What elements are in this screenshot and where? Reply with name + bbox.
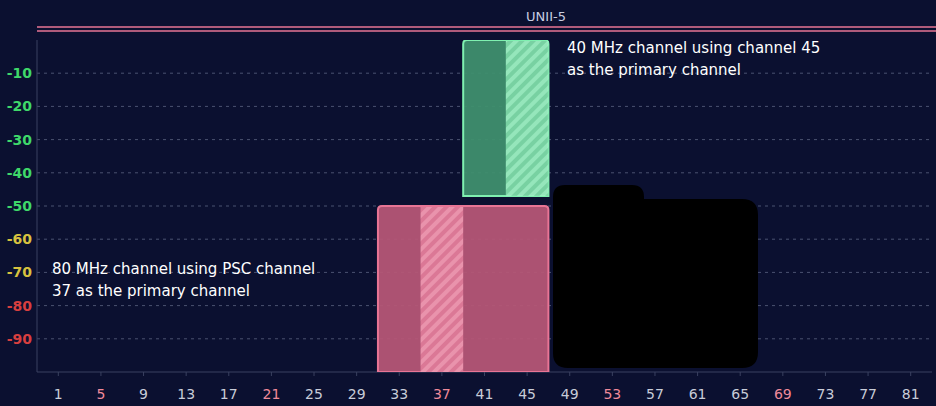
x-tick-label: 13 <box>177 386 195 402</box>
x-tick-label: 81 <box>902 386 920 402</box>
x-tick-label: 9 <box>139 386 148 402</box>
x-tick <box>782 372 783 376</box>
x-tick-label: 61 <box>689 386 707 402</box>
x-tick <box>441 372 442 376</box>
y-tick-label: -80 <box>7 298 33 314</box>
x-tick-label: 49 <box>561 386 579 402</box>
band-line <box>37 30 936 32</box>
x-tick <box>697 372 698 376</box>
x-tick <box>527 372 528 376</box>
channel-block <box>463 40 548 196</box>
x-tick-label: 69 <box>774 386 792 402</box>
marks <box>378 40 548 372</box>
x-tick <box>740 372 741 376</box>
x-tick <box>356 372 357 376</box>
x-tick-label: 57 <box>646 386 664 402</box>
x-tick-label: 37 <box>433 386 451 402</box>
x-tick <box>143 372 144 376</box>
x-tick-label: 65 <box>731 386 749 402</box>
x-tick <box>314 372 315 376</box>
y-axis <box>37 40 38 372</box>
x-tick <box>399 372 400 376</box>
annotation: 40 MHz channel using channel 45 <box>567 39 820 57</box>
x-tick-label: 5 <box>96 386 105 402</box>
x-tick-label: 29 <box>348 386 366 402</box>
y-tick-label: -70 <box>7 264 33 280</box>
y-tick-label: -90 <box>7 331 33 347</box>
x-tick-label: 17 <box>220 386 238 402</box>
y-tick-label: -20 <box>7 98 33 114</box>
y-tick-label: -30 <box>7 132 33 148</box>
y-tick-label: -40 <box>7 165 33 181</box>
x-tick-label: 77 <box>859 386 877 402</box>
x-tick <box>100 372 101 376</box>
annotation: 37 as the primary channel <box>52 282 250 300</box>
x-tick-label: 53 <box>603 386 621 402</box>
x-tick <box>868 372 869 376</box>
x-tick-label: 73 <box>817 386 835 402</box>
x-tick-label: 25 <box>305 386 323 402</box>
y-tick-label: -50 <box>7 198 33 214</box>
x-tick <box>271 372 272 376</box>
x-tick-label: 33 <box>390 386 408 402</box>
x-tick <box>612 372 613 376</box>
annotation: as the primary channel <box>567 61 741 79</box>
x-tick-label: 21 <box>262 386 280 402</box>
y-tick-label: -10 <box>7 65 33 81</box>
x-tick <box>825 372 826 376</box>
x-tick-label: 45 <box>518 386 536 402</box>
redaction <box>553 185 758 368</box>
x-tick <box>484 372 485 376</box>
x-tick-label: 1 <box>54 386 63 402</box>
chart: UNII-5 -10 -20 -30 -40 -50 -60 -70 -80 -90 1 5 9 13 17… <box>0 0 936 406</box>
title: UNII-5 <box>526 9 566 24</box>
x-tick <box>186 372 187 376</box>
band-line <box>37 26 936 28</box>
primary-channel <box>506 41 549 196</box>
primary-channel <box>421 207 464 372</box>
x-tick <box>910 372 911 376</box>
channel-block <box>378 206 548 372</box>
annotation: 80 MHz channel using PSC channel <box>52 260 315 278</box>
y-tick-label: -60 <box>7 231 33 247</box>
x-tick <box>654 372 655 376</box>
x-tick <box>228 372 229 376</box>
x-tick <box>58 372 59 376</box>
x-tick <box>569 372 570 376</box>
x-tick-label: 41 <box>476 386 494 402</box>
background <box>0 0 936 406</box>
